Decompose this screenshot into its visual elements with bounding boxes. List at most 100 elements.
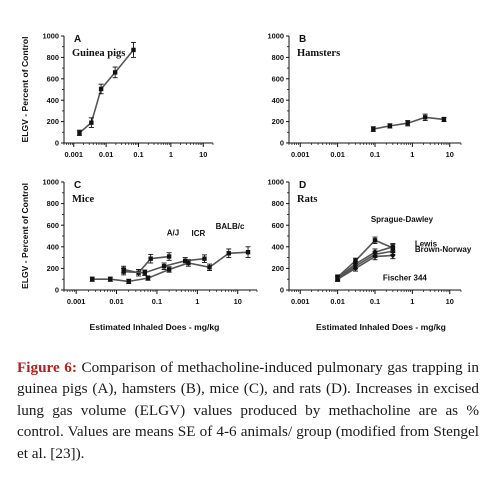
data-point: [335, 276, 341, 282]
y-axis-title: ELGV - Percent of Control: [20, 37, 30, 143]
x-tick-label: 0.001: [64, 150, 83, 159]
series-icr: [121, 254, 207, 276]
series-label: Brown-Norway: [415, 245, 472, 254]
data-point: [148, 256, 153, 261]
series-line: [337, 250, 393, 280]
panel-title: Mice: [72, 194, 94, 205]
panel-title: Rats: [297, 194, 317, 205]
figure-caption: Figure 6: Comparison of methacholine-ind…: [17, 357, 479, 464]
x-tick-label: 0.01: [330, 297, 344, 306]
y-tick-label: 200: [47, 264, 59, 273]
y-tick-label: 600: [47, 74, 59, 83]
data-point: [145, 275, 151, 281]
series-fischer-344: [335, 251, 396, 282]
series-label: A/J: [167, 229, 179, 238]
panel-letter: D: [299, 180, 306, 191]
data-point: [186, 260, 191, 266]
data-point: [126, 279, 131, 284]
data-point: [207, 265, 212, 270]
series-balb-c: [89, 246, 251, 284]
y-tick-label: 400: [47, 96, 59, 105]
y-tick-label: 800: [272, 199, 284, 208]
y-tick-label: 800: [47, 199, 59, 208]
caption-text: Comparison of methacholine-induced pulmo…: [17, 359, 479, 462]
data-point: [202, 256, 207, 261]
y-tick-label: 800: [47, 53, 59, 62]
data-point: [405, 121, 410, 126]
y-tick-label: 200: [272, 117, 284, 126]
x-tick-label: 0.1: [370, 297, 380, 306]
series-main: [370, 113, 447, 132]
x-tick-label: 0.01: [99, 150, 113, 159]
x-tick-label: 1: [169, 150, 173, 159]
x-tick-label: 1: [410, 297, 414, 306]
x-tick-label: 1: [410, 150, 414, 159]
series-line: [123, 255, 170, 274]
y-tick-label: 600: [272, 221, 284, 230]
x-axis-title: Estimated Inhaled Does - mg/kg: [316, 322, 446, 332]
x-tick-label: 0.001: [291, 297, 310, 306]
y-tick-label: 600: [272, 74, 284, 83]
data-point: [112, 70, 118, 75]
panel-letter: A: [74, 34, 81, 45]
panel-a: 0 200 400 600 800 1000 0.001 0.01 0.1 1 10 ELGV - P…: [20, 32, 214, 159]
y-tick-label: 0: [55, 286, 59, 295]
panel-title: Guinea pigs: [72, 48, 125, 59]
series-line: [78, 49, 135, 134]
y-tick-label: 200: [272, 264, 284, 273]
y-tick-label: 0: [280, 286, 284, 295]
x-tick-label: 0.001: [67, 297, 86, 306]
y-tick-label: 400: [272, 96, 284, 105]
y-tick-label: 1000: [43, 178, 59, 187]
series-label: Fischer 344: [383, 274, 428, 283]
data-point: [371, 126, 376, 132]
x-tick-label: 0.1: [152, 297, 162, 306]
x-axis-title: Estimated Inhaled Does - mg/kg: [90, 322, 220, 332]
x-tick-label: 0.01: [330, 150, 344, 159]
data-point: [441, 117, 447, 122]
panel-letter: C: [74, 180, 81, 191]
series-line: [337, 246, 394, 279]
y-tick-label: 0: [55, 139, 59, 148]
series-label: ICR: [192, 229, 206, 238]
x-tick-label: 0.01: [109, 297, 123, 306]
y-tick-label: 600: [47, 221, 59, 230]
series-main: [76, 41, 136, 136]
data-point: [352, 265, 359, 272]
y-tick-label: 1000: [268, 32, 284, 41]
data-point: [77, 130, 82, 136]
data-point: [422, 115, 428, 120]
x-tick-label: 10: [446, 297, 454, 306]
y-tick-label: 1000: [268, 178, 284, 187]
x-tick-label: 0.1: [370, 150, 380, 159]
data-point: [353, 258, 358, 264]
data-point: [98, 86, 104, 92]
caption-lead: Figure 6:: [17, 359, 77, 376]
data-point: [166, 254, 172, 259]
series-line: [337, 239, 394, 278]
y-tick-label: 400: [47, 242, 59, 251]
data-point: [161, 264, 167, 269]
x-tick-label: 10: [234, 297, 242, 306]
series-label: Sprague-Dawley: [371, 215, 434, 224]
panel-letter: B: [299, 34, 306, 45]
data-point: [142, 270, 147, 275]
data-point: [90, 277, 95, 282]
series-label: BALB/c: [216, 222, 245, 231]
x-tick-label: 0.1: [133, 150, 143, 159]
data-point: [166, 267, 172, 272]
y-tick-label: 200: [47, 117, 59, 126]
y-axis-title: ELGV - Percent of Control: [20, 183, 30, 289]
series-line: [337, 254, 393, 280]
data-point: [182, 258, 188, 264]
y-tick-label: 0: [280, 139, 284, 148]
data-point: [372, 253, 378, 260]
data-point: [226, 251, 231, 256]
panel-d: 0 200 400 600 800 1000 0.001 0.01 0.1 1 10 Estimate…: [268, 178, 472, 332]
x-tick-label: 0.001: [291, 150, 310, 159]
data-point: [121, 269, 126, 274]
x-tick-label: 10: [446, 150, 454, 159]
x-tick-label: 1: [195, 297, 199, 306]
